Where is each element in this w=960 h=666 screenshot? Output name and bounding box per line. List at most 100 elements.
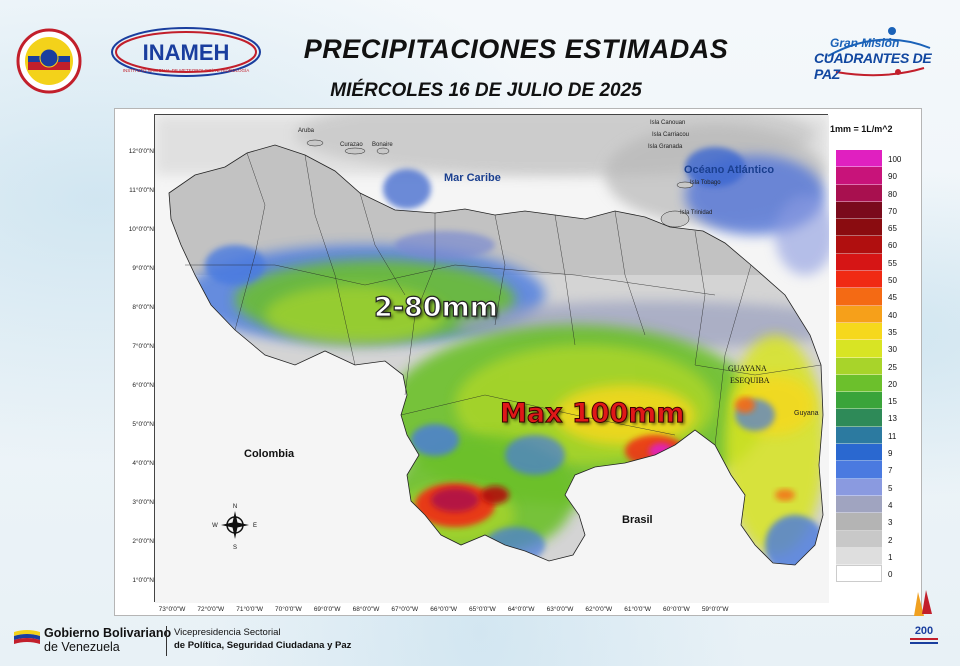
legend-value: 55	[888, 258, 897, 268]
label-guayana: GUAYANA	[728, 364, 767, 373]
legend-swatch	[836, 253, 882, 272]
max-annotation: Max 100mm	[500, 398, 686, 430]
vice-line1: Vicepresidencia Sectorial	[174, 627, 281, 638]
legend-swatch	[836, 305, 882, 323]
label-guyana: Guyana	[794, 410, 819, 417]
legend-item: 20	[836, 374, 897, 393]
label-curazao: Curazao	[340, 142, 363, 148]
longitude-tick-label: 65°0'0"W	[469, 606, 496, 613]
legend-swatch	[836, 530, 882, 548]
legend-value: 7	[888, 466, 893, 476]
legend-item: 100	[836, 150, 901, 168]
svg-text:W: W	[212, 523, 218, 529]
latitude-tick-label: 1°0'0"N	[132, 577, 154, 584]
label-tobago: Isla Tobago	[690, 180, 721, 186]
legend-item: 35	[836, 322, 897, 341]
label-esequiba: ESEQUIBA	[730, 376, 770, 385]
legend: 100 90 80 70 65 60 55 50 45 40 35 30 25 20 15 13 11 9 7 5 4 3…	[836, 150, 901, 583]
vice-line2: de Política, Seguridad Ciudadana y Paz	[174, 640, 352, 651]
legend-swatch	[836, 201, 882, 220]
label-aruba: Aruba	[298, 128, 315, 134]
legend-value: 25	[888, 362, 897, 372]
page-title: PRECIPITACIONES ESTIMADAS	[303, 34, 729, 64]
legend-value: 70	[888, 206, 897, 216]
inameh-logo-subtext: INSTITUTO NACIONAL DE METEOROLOGÍA E HID…	[123, 67, 250, 73]
gob-line1: Gobierno Bolivariano	[44, 626, 172, 640]
label-bonaire: Bonaire	[372, 142, 393, 148]
legend-item: 5	[836, 478, 892, 496]
label-colombia: Colombia	[244, 448, 295, 460]
seal-logo-icon	[16, 28, 82, 94]
longitude-tick-label: 61°0'0"W	[624, 606, 651, 613]
longitude-tick-label: 63°0'0"W	[546, 606, 574, 613]
legend-swatch	[836, 444, 882, 462]
legend-value: 0	[888, 570, 893, 580]
legend-item: 25	[836, 357, 897, 375]
legend-item: 80	[836, 184, 897, 202]
legend-value: 45	[888, 293, 897, 303]
legend-swatch	[836, 461, 882, 479]
svg-text:E: E	[253, 523, 257, 529]
mision-logo: Gran Misión CUADRANTES DE PAZ	[804, 26, 944, 82]
legend-swatch	[836, 478, 882, 496]
legend-swatch	[836, 219, 882, 237]
legend-value: 2	[888, 535, 893, 545]
legend-item: 11	[836, 426, 896, 445]
legend-value: 100	[888, 155, 902, 164]
latitude-tick-label: 2°0'0"N	[132, 538, 154, 545]
legend-unit: 1mm = 1L/m^2	[830, 124, 893, 134]
legend-swatch	[836, 374, 882, 393]
precipitation-map: N S E W	[155, 95, 835, 603]
legend-item: 70	[836, 201, 897, 220]
legend-value: 11	[888, 431, 897, 441]
longitude-tick-label: 73°0'0"W	[158, 606, 186, 613]
label-oceano-atlantico: Océano Atlántico	[684, 164, 775, 176]
longitude-tick-label: 70°0'0"W	[275, 606, 302, 613]
legend-item: 3	[836, 513, 892, 531]
legend-value: 20	[888, 379, 897, 389]
label-trinidad: Isla Trinidad	[680, 210, 713, 216]
label-canouan: Isla Canouan	[650, 120, 686, 126]
legend-swatch	[836, 288, 882, 306]
mision-line2: CUADRANTES DE PAZ	[814, 50, 932, 82]
venezuela-flag-icon	[14, 630, 40, 644]
legend-value: 65	[888, 224, 897, 234]
inameh-logo-text: INAMEH	[143, 40, 230, 65]
longitude-tick-label: 67°0'0"W	[391, 606, 419, 613]
legend-item: 7	[836, 461, 892, 479]
legend-swatch	[836, 392, 882, 410]
latitude-tick-label: 4°0'0"N	[132, 460, 154, 467]
latitude-tick-label: 5°0'0"N	[132, 421, 154, 428]
legend-value: 40	[888, 310, 897, 320]
mision-swoosh-icon	[827, 27, 931, 77]
latitude-tick-label: 7°0'0"N	[132, 343, 154, 350]
legend-swatch	[836, 167, 882, 185]
legend-item: 9	[836, 444, 892, 462]
footer: Gobierno Bolivariano de Venezuela Vicepr…	[0, 590, 960, 666]
longitude-tick-label: 59°0'0"W	[701, 606, 729, 613]
longitude-tick-label: 66°0'0"W	[430, 606, 457, 613]
legend-value: 13	[888, 414, 897, 424]
legend-item: 30	[836, 340, 897, 358]
legend-swatch	[836, 236, 882, 254]
label-mar-caribe: Mar Caribe	[444, 172, 501, 184]
legend-item: 13	[836, 409, 897, 427]
legend-value: 60	[888, 241, 897, 251]
legend-value: 90	[888, 172, 897, 182]
longitude-tick-label: 69°0'0"W	[313, 606, 341, 613]
legend-swatch	[836, 271, 882, 289]
legend-swatch	[836, 495, 882, 514]
range-annotation: 2-80mm	[373, 291, 498, 323]
legend-item: 45	[836, 288, 897, 306]
mision-line1: Gran Misión	[830, 36, 900, 50]
legend-value: 30	[888, 345, 897, 355]
legend-value: 3	[888, 518, 893, 528]
legend-value: 1	[888, 552, 893, 562]
legend-swatch	[836, 409, 882, 427]
legend-swatch	[836, 357, 882, 375]
legend-item: 50	[836, 271, 897, 289]
longitude-tick-label: 64°0'0"W	[507, 606, 535, 613]
legend-value: 35	[888, 327, 897, 337]
legend-item: 60	[836, 236, 897, 254]
legend-item: 40	[836, 305, 897, 323]
